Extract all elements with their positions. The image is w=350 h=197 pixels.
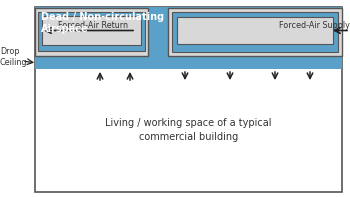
Bar	[35, 7, 342, 57]
Bar	[35, 8, 148, 56]
Text: Dead / Non-circulating
Airspace: Dead / Non-circulating Airspace	[41, 12, 164, 34]
Bar	[168, 8, 342, 56]
Bar	[35, 57, 342, 69]
Bar	[172, 12, 338, 52]
Bar	[38, 12, 145, 51]
Text: Drop
Ceiling: Drop Ceiling	[0, 47, 28, 67]
Bar	[35, 7, 342, 192]
Text: Forced-Air Return: Forced-Air Return	[58, 20, 128, 30]
Bar	[177, 17, 333, 44]
Text: Living / working space of a typical
commercial building: Living / working space of a typical comm…	[105, 119, 272, 142]
Text: Forced-Air Supply: Forced-Air Supply	[279, 20, 350, 30]
Bar	[42, 16, 141, 45]
